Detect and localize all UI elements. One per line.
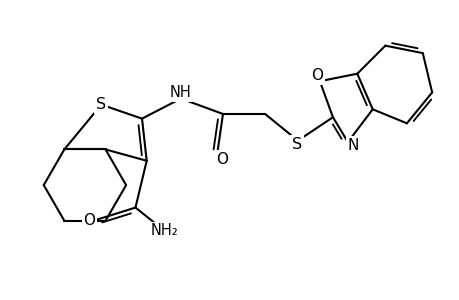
Text: O: O <box>216 152 228 167</box>
Text: NH: NH <box>170 85 191 100</box>
Text: O: O <box>84 213 95 228</box>
Text: S: S <box>291 137 301 152</box>
Text: N: N <box>347 138 358 153</box>
Text: NH₂: NH₂ <box>150 224 178 238</box>
Text: S: S <box>96 97 106 112</box>
Text: O: O <box>311 68 323 83</box>
